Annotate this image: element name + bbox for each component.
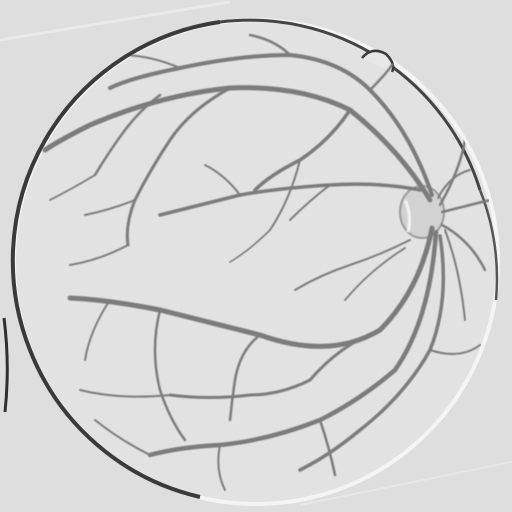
macular-vessel: [344, 247, 406, 301]
nasal-vessel: [437, 169, 471, 199]
temporal-branch-vessel: [289, 184, 331, 221]
inferior-branch-vessel: [94, 419, 151, 456]
background-streak: [299, 461, 512, 506]
inferior-branch-vessel: [79, 389, 171, 398]
inferior-branch-vessel: [228, 333, 262, 422]
inferior-branch-vessel: [429, 344, 481, 355]
disc-rim-notch: [361, 49, 395, 73]
disc-rim-dark-left: [10, 20, 221, 499]
adjacent-disc-edge: [2, 317, 9, 413]
optic-disc: [399, 185, 445, 239]
macular-vessel: [294, 239, 411, 291]
macular-vessel: [229, 229, 271, 263]
nasal-vessel: [440, 198, 492, 214]
inferior-vessel: [298, 234, 446, 472]
superior-branch-vessel: [269, 159, 301, 231]
inferior-vessel: [147, 229, 439, 458]
nasal-vessel: [440, 223, 487, 272]
temporal-vessel: [49, 174, 96, 201]
inferior-branch-vessel: [84, 299, 111, 361]
superior-branch-vessel: [93, 93, 162, 177]
temporal-branch-vessel: [204, 164, 241, 196]
superior-branch-vessel: [125, 86, 232, 247]
temporal-vessel: [84, 199, 136, 216]
superior-arcade-vessel: [42, 85, 433, 203]
temporal-vessel: [69, 244, 129, 266]
superior-branch-vessel: [248, 33, 292, 57]
inferior-branch-vessel: [318, 418, 337, 477]
optic-disc-highlight: [403, 199, 411, 233]
inferior-branch-vessel: [217, 444, 226, 491]
disc-rim-dark-right: [478, 189, 499, 301]
temporal-branch-vessel: [158, 182, 422, 217]
inferior-branch-vessel: [168, 328, 382, 399]
nasal-vessel: [444, 229, 466, 321]
inferior-branch-vessel: [153, 308, 187, 442]
vessel-network: [42, 33, 492, 491]
background-streak: [0, 0, 231, 42]
